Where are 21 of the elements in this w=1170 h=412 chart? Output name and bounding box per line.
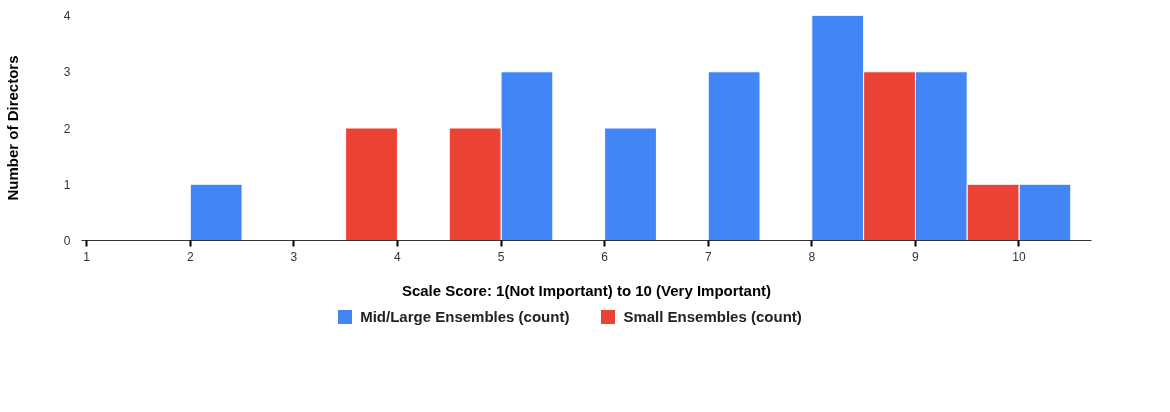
x-tick-label: 4 <box>394 249 402 264</box>
y-tick-label: 3 <box>63 65 71 80</box>
y-tick-label: 1 <box>63 177 71 192</box>
legend-item: Small Ensembles (count) <box>601 306 802 328</box>
x-tick-label: 5 <box>497 249 505 264</box>
x-tick-label: 10 <box>1012 249 1026 264</box>
x-tick-label: 9 <box>912 249 920 264</box>
y-tick-label: 4 <box>63 9 71 23</box>
x-tick-label: 2 <box>186 249 194 264</box>
y-tick-label: 2 <box>63 121 71 136</box>
x-tick-label: 7 <box>704 249 712 264</box>
x-axis-title: Scale Score: 1(Not Important) to 10 (Very Important) <box>401 281 772 299</box>
legend-item: Mid/Large Ensembles (count) <box>338 306 570 328</box>
x-tick-label: 6 <box>601 249 609 264</box>
legend-label: Mid/Large Ensembles (count) <box>360 307 570 327</box>
legend-label: Small Ensembles (count) <box>623 307 802 327</box>
x-tick-label: 1 <box>83 249 91 264</box>
y-axis-title: Number of Directors <box>3 55 21 201</box>
x-tick-label: 8 <box>808 249 816 264</box>
y-tick-label: 0 <box>63 234 71 248</box>
x-tick-label: 3 <box>290 249 298 264</box>
